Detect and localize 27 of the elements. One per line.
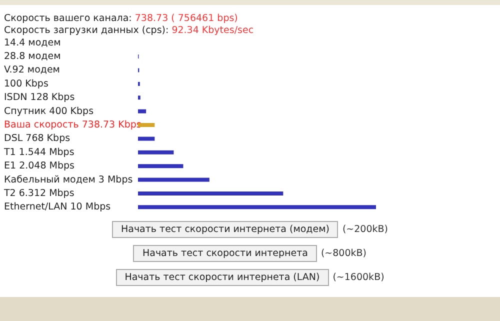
y-tick-label: T2 6.312 Mbps	[3, 188, 74, 199]
bar	[138, 164, 184, 168]
text: (~800kB)	[320, 248, 366, 259]
chart-title: Скорость вашего канала: 738.73 ( 756461 bps)	[4, 13, 238, 24]
y-tick-label: 100 Kbps	[4, 78, 48, 90]
bar	[138, 178, 210, 182]
text: (~200kB)	[342, 224, 388, 235]
bar	[138, 205, 376, 210]
y-tick-label: Ethernet/LAN 10 Mbps	[4, 202, 111, 213]
text: (~1600kB)	[332, 272, 384, 283]
chart-subtitle: Скорость загрузки данных (cps): 92.34 Kbytes/sec	[4, 25, 254, 36]
y-tick-label: E1 2.048 Mbps	[4, 160, 75, 172]
y-tick-label: 28.8 модем	[4, 51, 61, 62]
bar	[138, 150, 174, 154]
bar	[138, 136, 155, 141]
y-tick-label: V.92 модем	[4, 64, 60, 76]
y-tick-label: 14.4 модем	[4, 37, 61, 48]
text: Начать тест скорости интернета	[133, 245, 317, 262]
text: Начать тест скорости интернета (LAN)	[116, 269, 329, 286]
y-tick-label: ISDN 128 Kbps	[4, 92, 75, 104]
bar	[138, 109, 146, 114]
bar	[138, 191, 284, 196]
text: Начать тест скорости интернета (модем)	[112, 221, 338, 238]
y-tick-label: T1 1.544 Mbps	[3, 146, 74, 158]
y-tick-label: DSL 768 Kbps	[4, 133, 70, 144]
y-tick-label: Спутник 400 Kbps	[4, 106, 94, 117]
y-tick-label: Кабельный модем 3 Mbps	[4, 174, 133, 186]
